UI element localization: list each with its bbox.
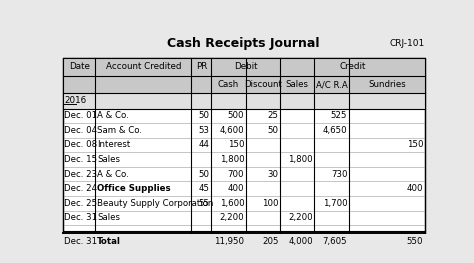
Text: Sundries: Sundries [368, 80, 406, 89]
Text: Interest: Interest [97, 140, 130, 149]
Bar [63, 93, 425, 109]
Text: Dec. 24: Dec. 24 [64, 184, 98, 193]
Text: Debit: Debit [234, 63, 257, 72]
Text: Dec. 23: Dec. 23 [64, 170, 98, 179]
Text: 500: 500 [228, 111, 244, 120]
Text: Credit: Credit [339, 63, 365, 72]
Text: Dec. 25: Dec. 25 [64, 199, 98, 208]
Text: Dec. 01: Dec. 01 [64, 111, 98, 120]
Text: Account Credited: Account Credited [106, 63, 181, 72]
Text: 50: 50 [199, 170, 210, 179]
Text: A & Co.: A & Co. [97, 111, 129, 120]
Text: CRJ-101: CRJ-101 [390, 39, 425, 48]
Text: 2,200: 2,200 [288, 213, 313, 222]
Text: 400: 400 [407, 184, 423, 193]
Text: 2,200: 2,200 [219, 213, 244, 222]
Text: Dec. 04: Dec. 04 [64, 126, 98, 135]
Text: Total: Total [97, 237, 121, 246]
Text: 4,000: 4,000 [288, 237, 313, 246]
Text: 4,650: 4,650 [323, 126, 347, 135]
Text: Dec. 15: Dec. 15 [64, 155, 98, 164]
Text: Discount: Discount [244, 80, 282, 89]
Text: 1,600: 1,600 [219, 199, 244, 208]
Text: 11,950: 11,950 [214, 237, 244, 246]
Text: Dec. 31: Dec. 31 [64, 237, 98, 246]
Text: Beauty Supply Corporation: Beauty Supply Corporation [97, 199, 213, 208]
Text: 700: 700 [228, 170, 244, 179]
Text: A & Co.: A & Co. [97, 170, 129, 179]
Text: Sales: Sales [97, 155, 120, 164]
Text: Cash Receipts Journal: Cash Receipts Journal [167, 37, 319, 50]
Text: Sam & Co.: Sam & Co. [97, 126, 142, 135]
Text: Dec. 31: Dec. 31 [64, 213, 98, 222]
Text: 1,800: 1,800 [288, 155, 313, 164]
Text: 550: 550 [407, 237, 423, 246]
Text: 44: 44 [199, 140, 210, 149]
Text: Office Supplies: Office Supplies [97, 184, 171, 193]
Text: Sales: Sales [286, 80, 309, 89]
Text: 2016: 2016 [64, 97, 87, 105]
Text: 50: 50 [199, 111, 210, 120]
Text: Sales: Sales [97, 213, 120, 222]
Bar [63, 58, 425, 93]
Text: 45: 45 [199, 184, 210, 193]
Text: 400: 400 [228, 184, 244, 193]
Text: 55: 55 [199, 199, 210, 208]
Text: 525: 525 [331, 111, 347, 120]
Text: 100: 100 [262, 199, 279, 208]
Text: Dec. 08: Dec. 08 [64, 140, 98, 149]
Text: A/C R.A: A/C R.A [316, 80, 347, 89]
Text: PR: PR [196, 63, 207, 72]
Text: 1,800: 1,800 [219, 155, 244, 164]
Text: 50: 50 [267, 126, 279, 135]
Text: Cash: Cash [218, 80, 239, 89]
Text: 7,605: 7,605 [323, 237, 347, 246]
Text: 53: 53 [199, 126, 210, 135]
Text: 4,600: 4,600 [219, 126, 244, 135]
Text: 1,700: 1,700 [323, 199, 347, 208]
Text: 150: 150 [407, 140, 423, 149]
Text: 30: 30 [267, 170, 279, 179]
Text: 205: 205 [262, 237, 279, 246]
Text: 730: 730 [331, 170, 347, 179]
Text: Date: Date [69, 63, 90, 72]
Text: 150: 150 [228, 140, 244, 149]
Text: 25: 25 [267, 111, 279, 120]
